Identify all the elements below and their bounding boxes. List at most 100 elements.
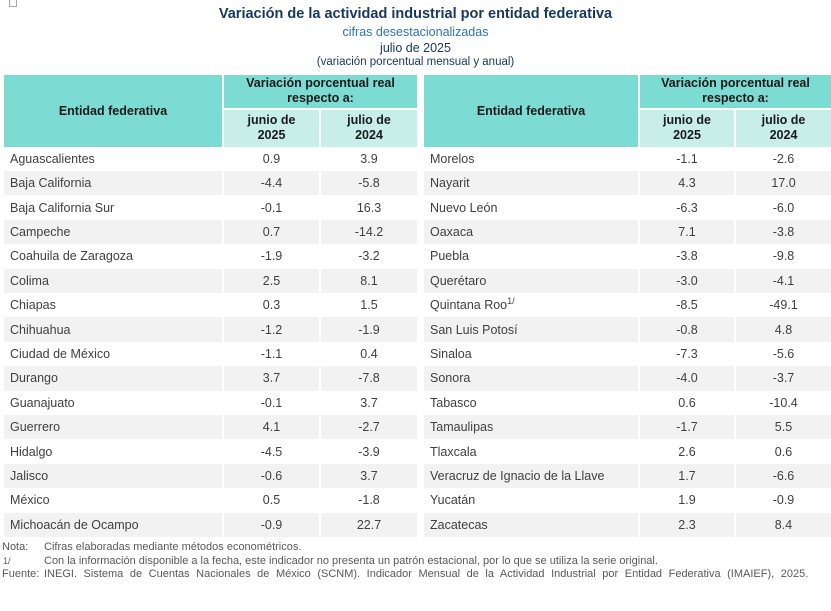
report-period: julio de 2025 xyxy=(380,41,451,56)
table-row: Colima 2.5 8.1 xyxy=(4,268,417,293)
table-row: Veracruz de Ignacio de la Llave 1.7 -6.6 xyxy=(424,463,831,489)
page-title: Variación de la actividad industrial por… xyxy=(218,6,613,22)
value-vs-prev-month: -1.2 xyxy=(222,317,320,342)
value-vs-prev-year: 17.0 xyxy=(734,171,831,196)
prev-month-column-label: junio de 2025 xyxy=(663,112,711,143)
value-vs-prev-month: -3.8 xyxy=(638,244,735,269)
source-text: INEGI. Sistema de Cuentas Nacionales de … xyxy=(44,568,809,581)
table-head-left: Entidad federativa Variación porcentual … xyxy=(4,74,417,147)
footnote-1-text: Con la información disponible a la fecha… xyxy=(44,554,658,567)
entity-name: Aguascalientes xyxy=(4,146,223,172)
entity-name: Baja California Sur xyxy=(4,195,223,220)
entity-name: Yucatán xyxy=(424,488,639,513)
value-vs-prev-year: -1.9 xyxy=(319,317,417,342)
table-row: Tlaxcala 2.6 0.6 xyxy=(424,439,831,464)
value-vs-prev-month: 1.9 xyxy=(638,488,735,513)
value-vs-prev-month: 4.1 xyxy=(222,414,320,440)
table-row: Oaxaca 7.1 -3.8 xyxy=(424,219,831,245)
table-row: Chiapas 0.3 1.5 xyxy=(4,292,417,318)
prev-month-column-label: junio de 2025 xyxy=(247,112,296,143)
value-vs-prev-year: 0.6 xyxy=(734,439,831,464)
prev-year-column-label: julio de 2024 xyxy=(761,112,806,143)
footnote-1-row: 1/ Con la información disponible a la fe… xyxy=(2,555,831,569)
value-vs-prev-month: 0.3 xyxy=(222,292,320,318)
table-row: Durango 3.7 -7.8 xyxy=(4,366,417,391)
table-row: Quintana Roo1/-8.5 -49.1 xyxy=(424,292,831,318)
value-vs-prev-month: -1.1 xyxy=(222,341,320,367)
table-row: Chihuahua -1.2 -1.9 xyxy=(4,317,417,342)
table-row: Jalisco -0.6 3.7 xyxy=(4,463,417,489)
table-body-left: Aguascalientes 0.9 3.9 Baja California -4.4-… xyxy=(4,146,417,537)
value-vs-prev-month: -1.9 xyxy=(222,244,320,269)
table-row: Zacatecas 2.3 8.4 xyxy=(424,512,831,537)
value-vs-prev-year: -7.8 xyxy=(319,366,417,391)
value-vs-prev-year: -10.4 xyxy=(734,390,831,415)
value-vs-prev-month: 0.5 xyxy=(222,488,320,513)
value-vs-prev-month: -8.5 xyxy=(638,292,735,318)
entity-name: Veracruz de Ignacio de la Llave xyxy=(424,463,639,489)
value-vs-prev-year: 1.5 xyxy=(319,292,417,318)
value-vs-prev-year: 4.8 xyxy=(734,317,831,342)
value-vs-prev-year: 5.5 xyxy=(734,414,831,440)
entity-name: Michoacán de Ocampo xyxy=(4,512,223,537)
page-subtitle: cifras desestacionalizadas xyxy=(342,24,489,39)
table-row: Sinaloa -7.3 -5.6 xyxy=(424,341,831,367)
value-vs-prev-month: -0.8 xyxy=(638,317,735,342)
value-vs-prev-year: -3.7 xyxy=(734,366,831,391)
entity-name: Sonora xyxy=(424,366,639,391)
entity-name: Quintana Roo1/ xyxy=(424,292,639,318)
source-row: Fuente: INEGI. Sistema de Cuentas Nacion… xyxy=(2,568,831,582)
states-table-left: Entidad federativa Variación porcentual … xyxy=(4,74,417,537)
entity-name: Tamaulipas xyxy=(424,414,639,440)
prev-year-column-label: julio de 2024 xyxy=(347,112,391,143)
value-vs-prev-month: 2.6 xyxy=(638,439,735,464)
value-vs-prev-year: -49.1 xyxy=(734,292,831,318)
value-vs-prev-year: -3.2 xyxy=(319,244,417,269)
value-vs-prev-year: 8.4 xyxy=(734,512,831,537)
value-vs-prev-year: -3.9 xyxy=(319,439,417,464)
header-row-group: Entidad federativa Variación porcentual … xyxy=(4,74,417,147)
value-vs-prev-month: -1.7 xyxy=(638,414,735,440)
table-row: México 0.5 -1.8 xyxy=(4,488,417,513)
table-row: Guanajuato -0.1 3.7 xyxy=(4,390,417,415)
header-row-group: Entidad federativa Variación porcentual … xyxy=(424,74,831,147)
value-vs-prev-month: -0.9 xyxy=(222,512,320,537)
entity-name: Coahuila de Zaragoza xyxy=(4,244,223,269)
header-row-sub: junio de 2025 julio de 2024 xyxy=(424,108,831,147)
entity-name: Nuevo León xyxy=(424,195,639,220)
value-vs-prev-year: 3.7 xyxy=(319,390,417,415)
value-vs-prev-month: -7.3 xyxy=(638,341,735,367)
value-vs-prev-month: 4.3 xyxy=(638,171,735,196)
checkbox-icon xyxy=(9,0,17,7)
value-vs-prev-month: 0.6 xyxy=(638,390,735,415)
value-vs-prev-year: -6.0 xyxy=(734,195,831,220)
entity-name: México xyxy=(4,488,223,513)
value-vs-prev-month: -1.1 xyxy=(638,146,735,172)
table-row: Baja California Sur -0.1 16.3 xyxy=(4,195,417,220)
table-row: Campeche 0.7 -14.2 xyxy=(4,219,417,245)
value-vs-prev-year: 3.7 xyxy=(319,463,417,489)
table-row: San Luis Potosí -0.8 4.8 xyxy=(424,317,831,342)
table-row: Tamaulipas -1.7 5.5 xyxy=(424,414,831,440)
entity-name: Sinaloa xyxy=(424,341,639,367)
table-row: Aguascalientes 0.9 3.9 xyxy=(4,146,417,172)
prev-month-column-header: junio de 2025 xyxy=(639,108,735,147)
value-vs-prev-month: -0.1 xyxy=(222,390,320,415)
entity-name: Nayarit xyxy=(424,171,639,196)
value-vs-prev-year: -14.2 xyxy=(319,219,417,245)
entity-name: Guerrero xyxy=(4,414,223,440)
value-vs-prev-year: -2.6 xyxy=(734,146,831,172)
table-row: Morelos -1.1 -2.6 xyxy=(424,146,831,172)
value-vs-prev-month: -4.5 xyxy=(222,439,320,464)
table-row: Sonora -4.0 -3.7 xyxy=(424,366,831,391)
table-row: Hidalgo -4.5 -3.9 xyxy=(4,439,417,464)
table-row: Nuevo León -6.3 -6.0 xyxy=(424,195,831,220)
note-label: Nota: xyxy=(2,540,29,553)
source-label: Fuente: xyxy=(2,568,40,581)
table-head-right: Entidad federativa Variación porcentual … xyxy=(424,74,831,147)
entity-name: Campeche xyxy=(4,219,223,245)
group-column-header: Variación porcentual real respecto a: xyxy=(223,74,417,110)
value-vs-prev-month: 7.1 xyxy=(638,219,735,245)
entity-name: Baja California xyxy=(4,171,223,196)
